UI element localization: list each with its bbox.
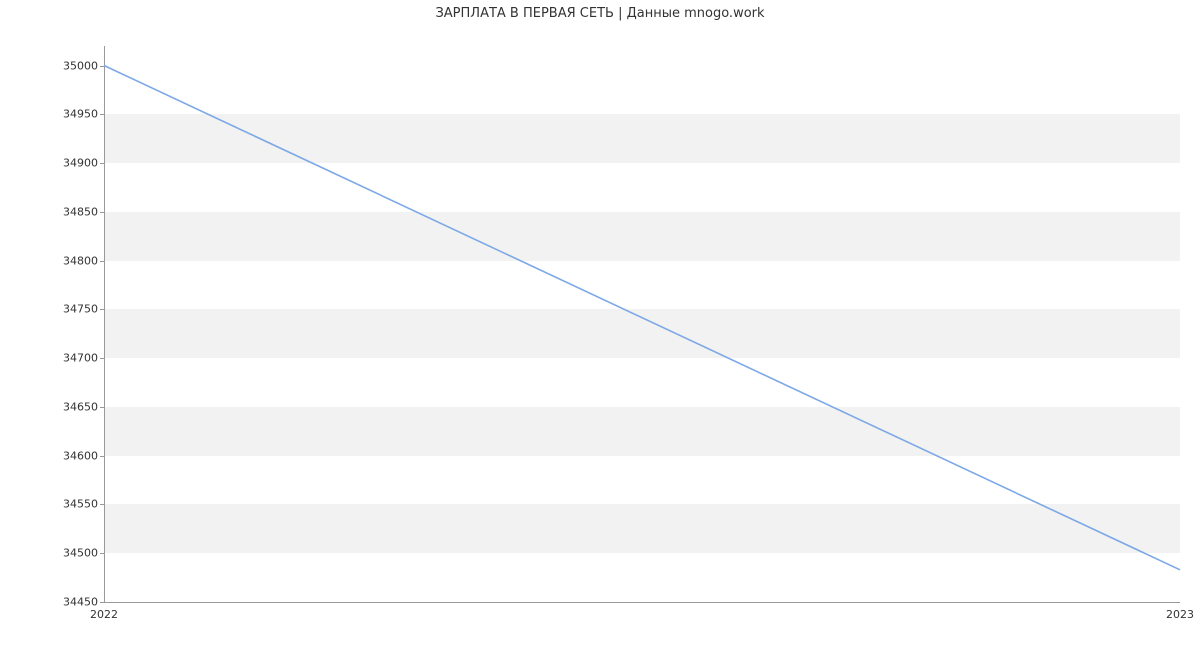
y-tick-label: 34550 (63, 498, 98, 511)
x-axis-line (104, 602, 1180, 603)
plot-area: 3445034500345503460034650347003475034800… (104, 46, 1180, 602)
y-tick-label: 34650 (63, 400, 98, 413)
y-tick-label: 34800 (63, 254, 98, 267)
y-tick-label: 34750 (63, 303, 98, 316)
y-tick-label: 34600 (63, 449, 98, 462)
line-layer (104, 46, 1180, 602)
y-tick-label: 34500 (63, 547, 98, 560)
y-tick-label: 34950 (63, 108, 98, 121)
series-line-salary (104, 66, 1180, 570)
y-tick-label: 34450 (63, 596, 98, 609)
y-tick-label: 35000 (63, 59, 98, 72)
x-tick-label: 2023 (1166, 608, 1194, 621)
y-tick-label: 34700 (63, 352, 98, 365)
y-tick-label: 34850 (63, 205, 98, 218)
x-tick-label: 2022 (90, 608, 118, 621)
chart-title: ЗАРПЛАТА В ПЕРВАЯ СЕТЬ | Данные mnogo.wo… (0, 6, 1200, 21)
chart-container: ЗАРПЛАТА В ПЕРВАЯ СЕТЬ | Данные mnogo.wo… (0, 0, 1200, 650)
y-tick-label: 34900 (63, 157, 98, 170)
